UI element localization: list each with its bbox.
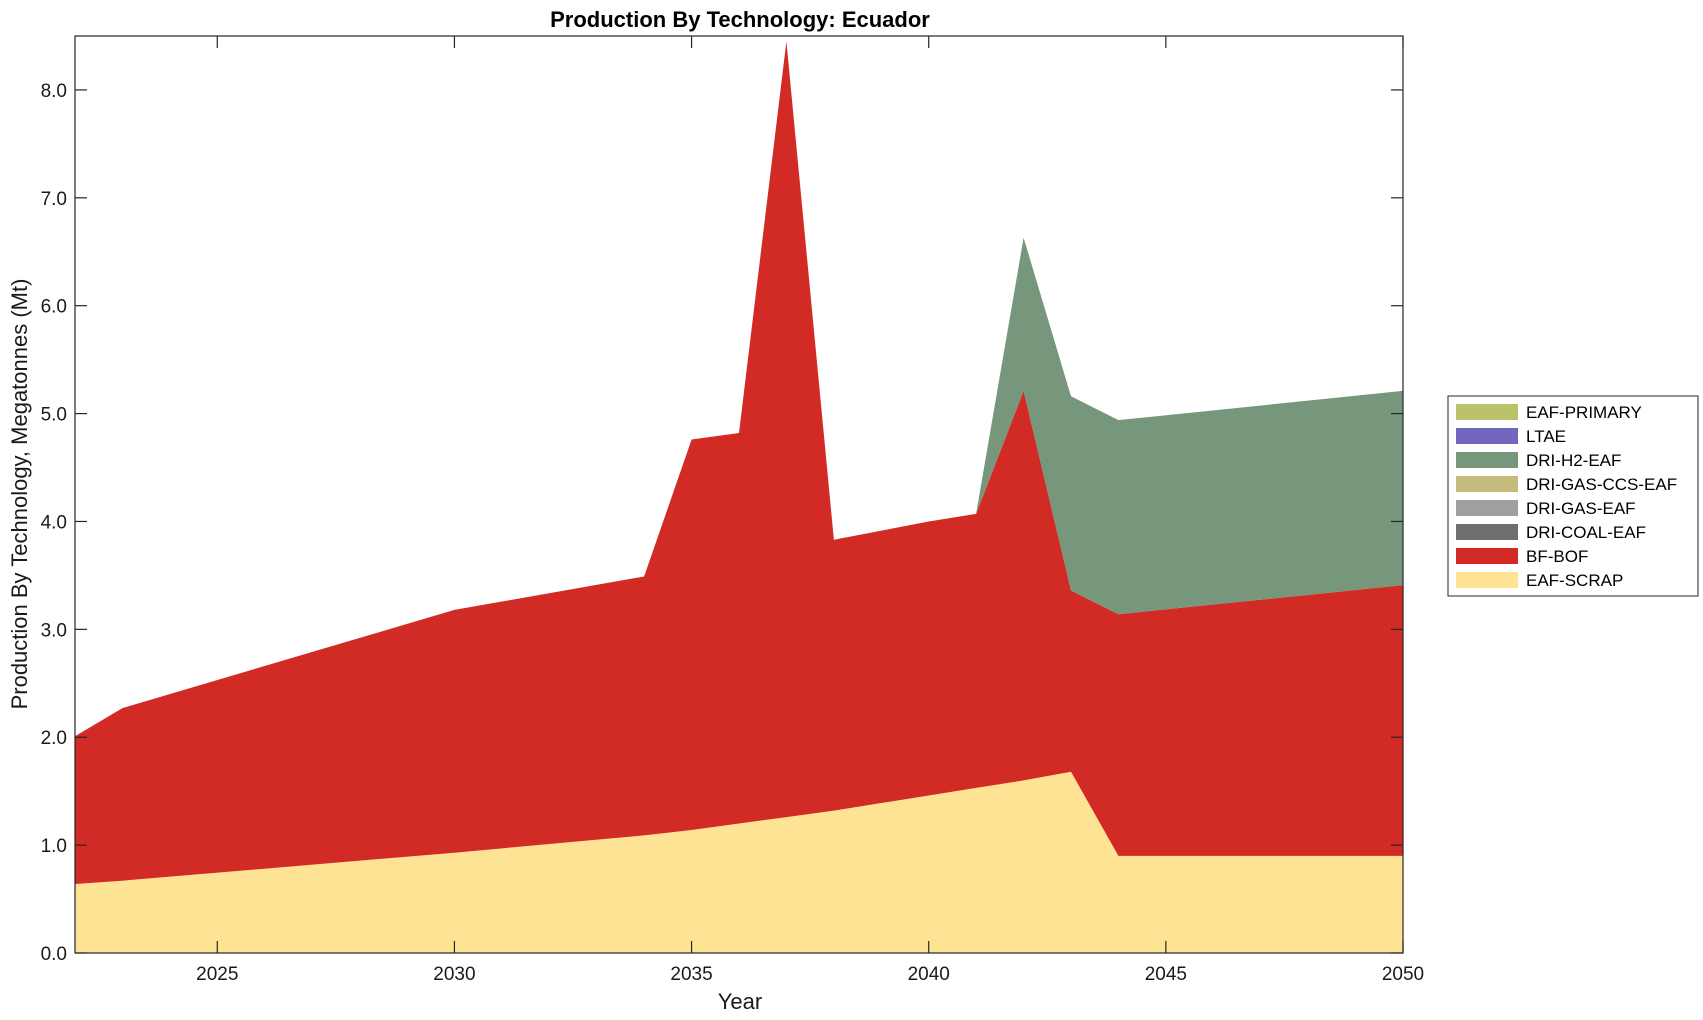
legend-label-dri-h2-eaf: DRI-H2-EAF xyxy=(1526,451,1621,470)
y-tick-label: 0.0 xyxy=(41,944,67,965)
legend-swatch-ltae xyxy=(1456,428,1518,444)
y-tick-label: 3.0 xyxy=(41,620,67,641)
y-tick-label: 7.0 xyxy=(41,189,67,210)
plot-frame xyxy=(74,35,1404,954)
chart-title: Production By Technology: Ecuador xyxy=(550,7,930,32)
x-tick-label: 2035 xyxy=(670,964,712,985)
legend-label-eaf-primary: EAF-PRIMARY xyxy=(1526,403,1642,422)
legend-label-bf-bof: BF-BOF xyxy=(1526,547,1588,566)
axes: 2025 2030 2035 2040 2045 2050 0.0 1.0 2.0 3.0 4.0 5… xyxy=(41,35,1424,985)
legend-label-dri-gas-ccs-eaf: DRI-GAS-CCS-EAF xyxy=(1526,475,1677,494)
legend-swatch-bf-bof xyxy=(1456,548,1518,564)
y-tick-label: 5.0 xyxy=(41,405,67,426)
legend-label-dri-coal-eaf: DRI-COAL-EAF xyxy=(1526,523,1646,542)
legend-label-dri-gas-eaf: DRI-GAS-EAF xyxy=(1526,499,1636,518)
legend-swatch-eaf-scrap xyxy=(1456,572,1518,588)
legend-label-ltae: LTAE xyxy=(1526,427,1566,446)
x-axis-label: Year xyxy=(718,989,762,1014)
legend-swatch-dri-gas-ccs-eaf xyxy=(1456,476,1518,492)
x-tick-label: 2040 xyxy=(908,964,950,985)
area-eaf-scrap xyxy=(75,771,1403,953)
x-tick-label: 2030 xyxy=(433,964,475,985)
x-tick-label: 2050 xyxy=(1382,964,1424,985)
area-dri-h2-eaf xyxy=(75,41,1403,737)
x-tick-label: 2045 xyxy=(1145,964,1187,985)
legend-label-eaf-scrap: EAF-SCRAP xyxy=(1526,571,1623,590)
legend: EAF-PRIMARY LTAE DRI-H2-EAF DRI-GAS-CCS-EAF… xyxy=(1447,395,1699,597)
legend-swatch-dri-gas-eaf xyxy=(1456,500,1518,516)
y-axis-label: Production By Technology, Megatonnes (Mt… xyxy=(7,279,32,710)
legend-swatch-eaf-primary xyxy=(1456,404,1518,420)
legend-swatch-dri-h2-eaf xyxy=(1456,452,1518,468)
legend-swatch-dri-coal-eaf xyxy=(1456,524,1518,540)
y-tick-label: 1.0 xyxy=(41,836,67,857)
legend-box xyxy=(1447,395,1699,597)
y-tick-label: 8.0 xyxy=(41,81,67,102)
y-tick-label: 6.0 xyxy=(41,297,67,318)
x-tick-label: 2025 xyxy=(196,964,238,985)
stacked-areas xyxy=(75,41,1403,953)
y-tick-label: 4.0 xyxy=(41,512,67,533)
area-bf-bof xyxy=(75,41,1403,884)
y-tick-label: 2.0 xyxy=(41,728,67,749)
